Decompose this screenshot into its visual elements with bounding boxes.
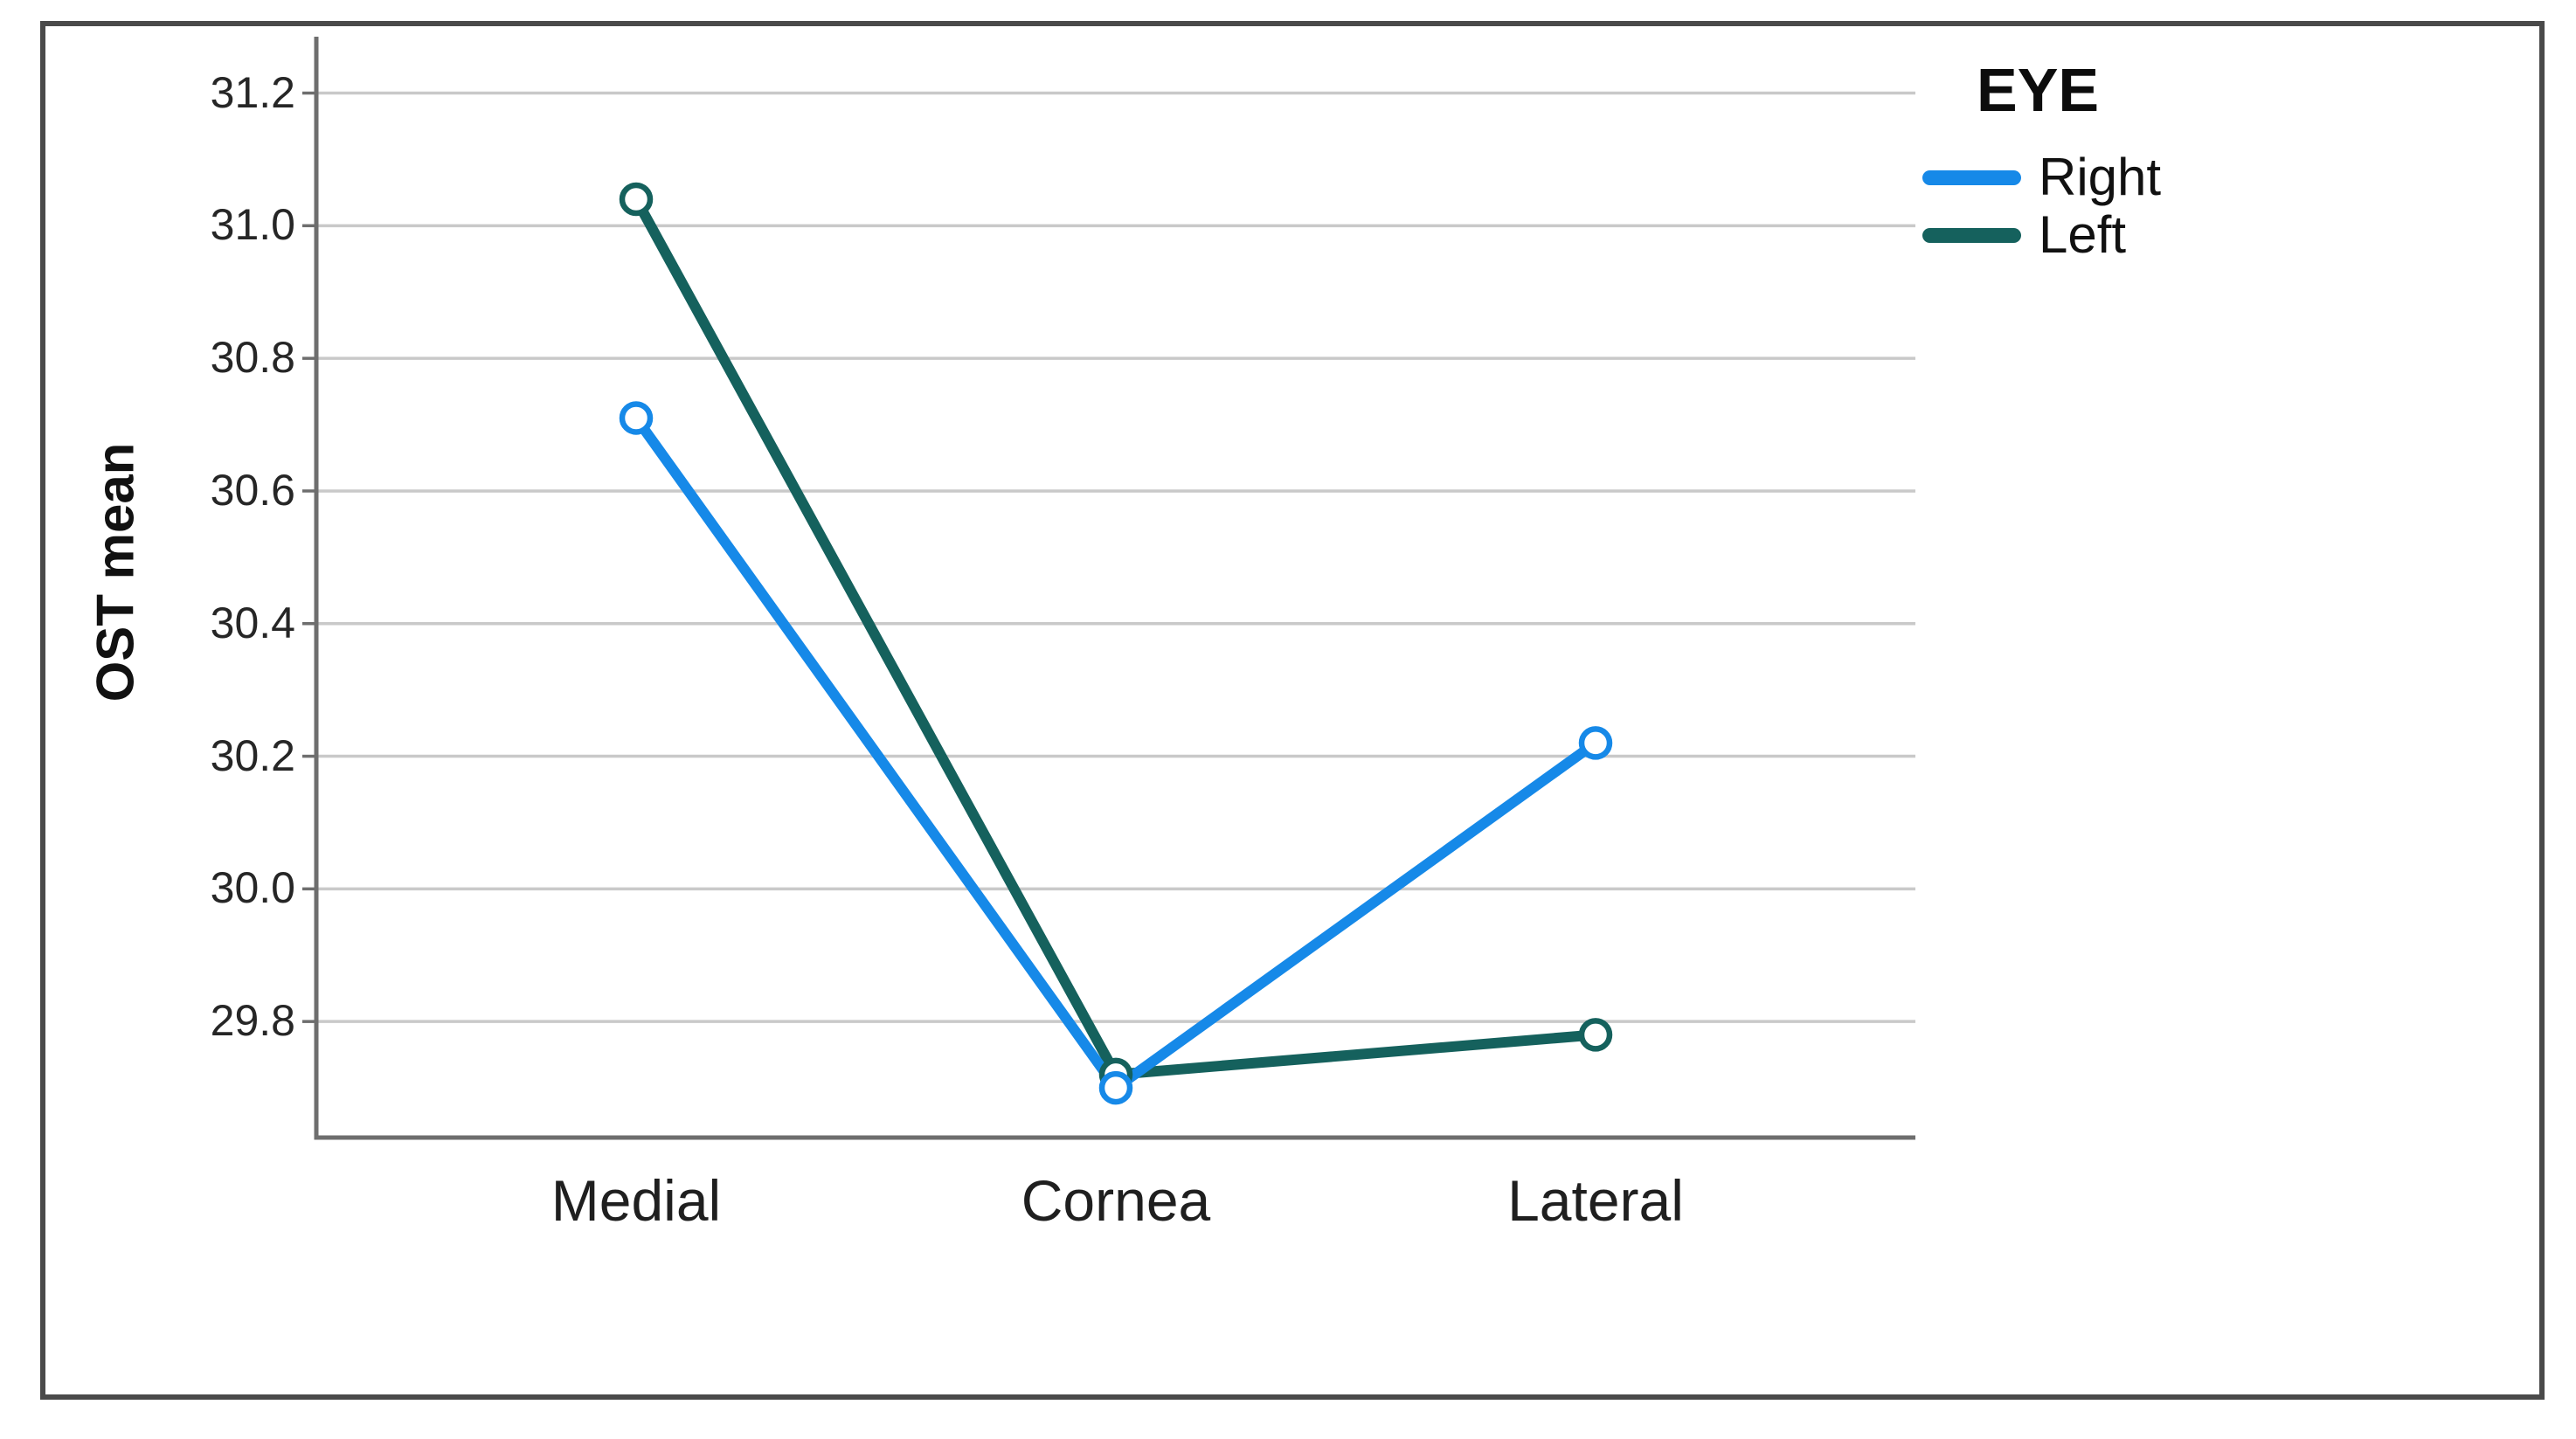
legend-entries: Right Left	[1922, 149, 2482, 264]
legend-label-left: Left	[2039, 205, 2127, 264]
series-line-right	[631, 412, 1601, 1094]
y-tick-label: 31.0	[210, 200, 295, 250]
x-category-label-medial: Medial	[551, 1168, 722, 1233]
legend-title: EYE	[1977, 56, 2100, 124]
series-line-left	[631, 193, 1601, 1080]
legend-swatch-left	[1922, 227, 2021, 243]
data-point-marker-right-medial	[619, 401, 654, 435]
y-tick-label: 30.4	[210, 598, 295, 647]
legend-label-right: Right	[2039, 148, 2162, 206]
data-point-marker-left-lateral	[1578, 1018, 1613, 1052]
y-tick-label: 30.6	[210, 465, 295, 515]
legend-swatch-right	[1922, 169, 2021, 185]
y-tick-label: 31.2	[210, 67, 295, 117]
y-axis-title: OST mean	[86, 442, 145, 702]
y-tick-label: 29.8	[210, 995, 295, 1045]
legend-entry-right: Right	[1922, 149, 2482, 206]
legend-entry-left: Left	[1922, 206, 2482, 264]
data-point-marker-right-lateral	[1578, 726, 1613, 760]
data-point-marker-left-medial	[619, 182, 654, 217]
x-category-label-cornea: Cornea	[1021, 1168, 1211, 1233]
y-tick-label: 30.8	[210, 332, 295, 382]
figure-border	[40, 21, 2545, 1400]
legend: EYE Right Left	[1922, 52, 2482, 264]
y-tick-label: 30.0	[210, 863, 295, 913]
data-point-marker-right-cornea	[1098, 1070, 1133, 1105]
y-tick-label: 30.2	[210, 730, 295, 780]
x-category-label-lateral: Lateral	[1507, 1168, 1684, 1233]
